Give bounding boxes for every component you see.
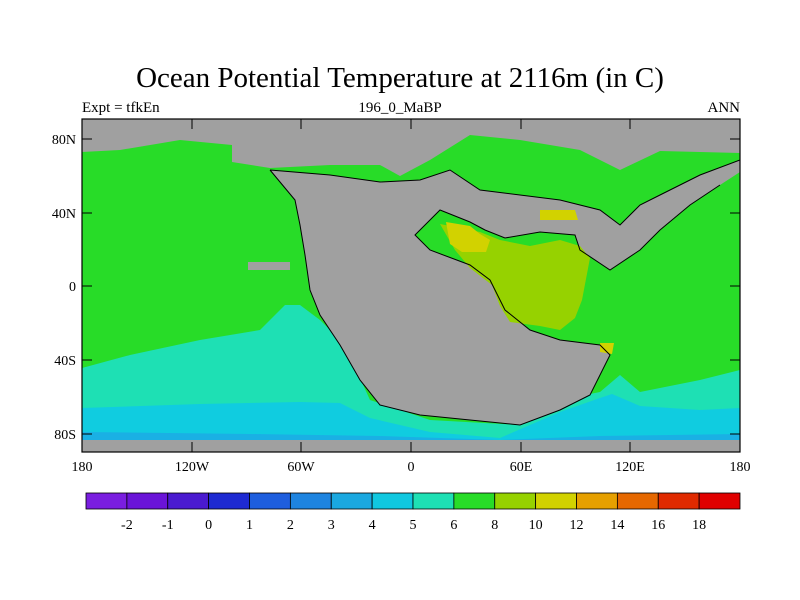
y-tick-label: 80N [52,133,76,148]
colorbar-label: -1 [162,518,174,533]
colorbar: -2 -1 0 1 2 3 4 5 6 8 10 12 14 16 18 [85,492,741,533]
x-tick-label: 60W [287,460,315,475]
ocean-10-12-west [446,222,490,252]
colorbar-swatch [167,492,210,510]
colorbar-swatch [576,492,618,510]
x-axis: 180 120W 60W 0 60E 120E 180 [72,119,751,475]
x-tick-label: 120W [175,460,210,475]
ocean-10-12-north [540,210,578,220]
colorbar-label: 2 [287,518,294,533]
colorbar-swatch [371,492,414,510]
experiment-label: Expt = tfkEn [82,100,160,116]
colorbar-swatch [208,492,250,510]
y-axis: 80N 40N 0 40S 80S [52,133,740,443]
colorbar-swatch [412,492,455,510]
colorbar-label: 3 [328,518,335,533]
time-label: 196_0_MaBP [358,100,442,116]
colorbar-swatch [126,492,169,510]
colorbar-swatch [494,492,537,510]
colorbar-label: 6 [450,518,457,533]
ocean-10-12-south [600,343,614,354]
colorbar-swatch [535,492,577,510]
y-tick-label: 80S [54,428,76,443]
colorbar-label: 8 [491,518,498,533]
y-tick-label: 40N [52,207,76,222]
colorbar-label: 10 [529,518,543,533]
x-tick-label: 60E [510,460,533,475]
colorbar-label: -2 [121,518,133,533]
coastline [269,159,740,426]
colorbar-label: 12 [570,518,584,533]
colorbar-label: 4 [369,518,376,533]
chart-title: Ocean Potential Temperature at 2116m (in… [136,62,664,94]
colorbar-swatch [698,492,741,510]
land [82,119,740,452]
colorbar-label: 18 [692,518,706,533]
y-tick-label: 40S [54,354,76,369]
colorbar-swatch [330,492,373,510]
colorbar-swatch [616,492,659,510]
colorbar-swatch [289,492,332,510]
colorbar-label: 14 [610,518,624,533]
colorbar-swatch [453,492,496,510]
colorbar-label: 5 [410,518,417,533]
colorbar-label: 0 [205,518,212,533]
colorbar-label: 1 [246,518,253,533]
colorbar-swatch [657,492,700,510]
x-tick-label: 0 [408,460,415,475]
x-tick-label: 120E [615,460,645,475]
colorbar-swatch [85,492,128,510]
colorbar-swatch [249,492,291,510]
season-label: ANN [707,100,741,116]
x-tick-label: 180 [730,460,751,475]
x-tick-label: 180 [72,460,93,475]
colorbar-label: 16 [651,518,665,533]
map-field [82,119,740,452]
y-tick-label: 0 [69,280,76,295]
